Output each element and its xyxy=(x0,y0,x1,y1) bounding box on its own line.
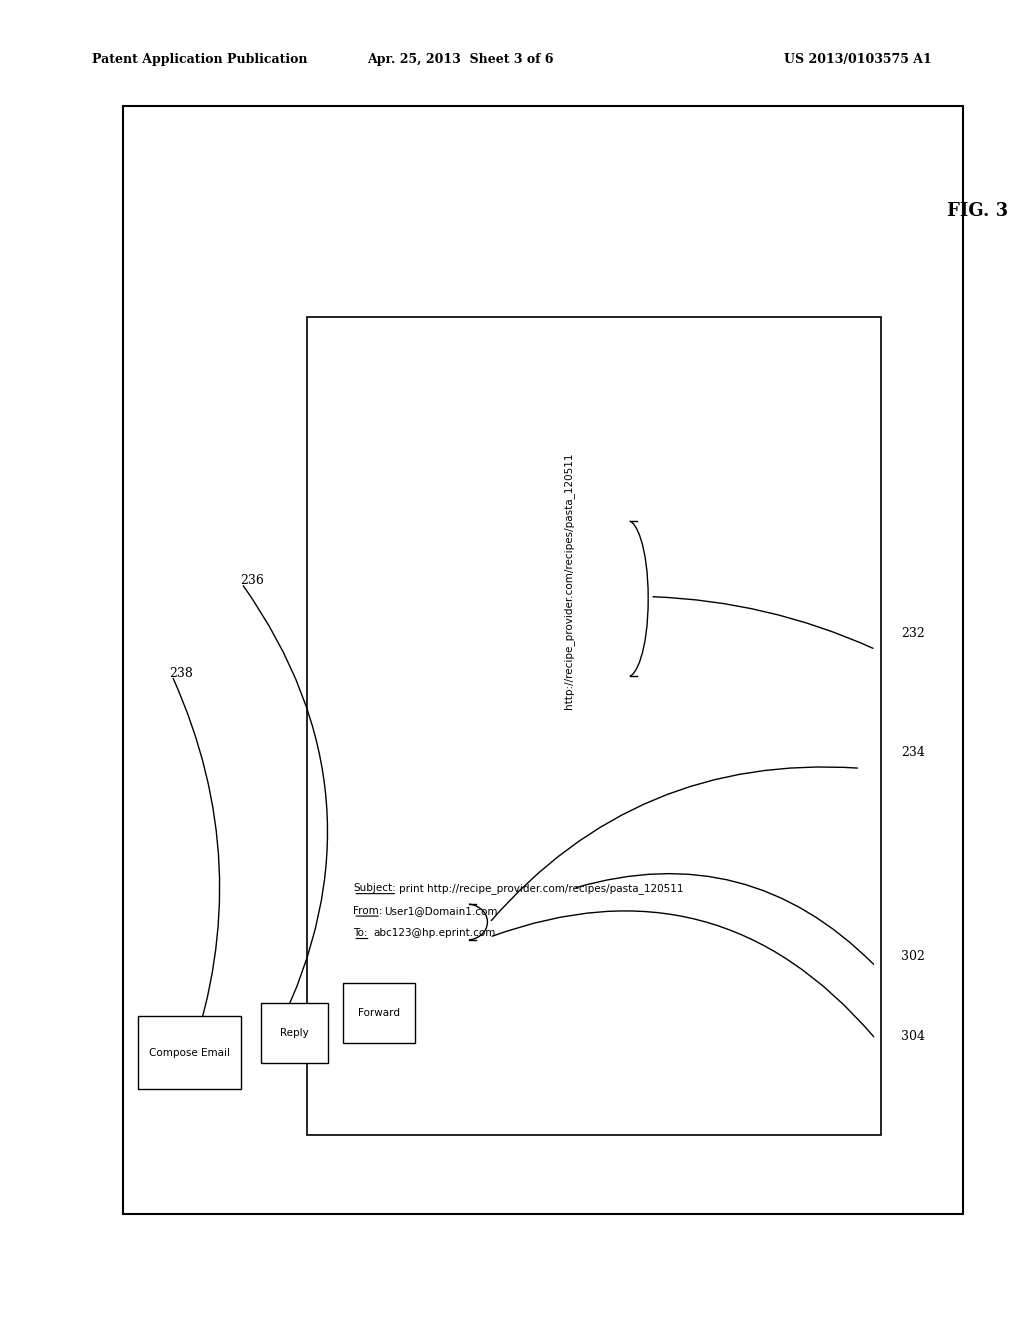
Text: US 2013/0103575 A1: US 2013/0103575 A1 xyxy=(784,53,932,66)
Text: http://recipe_provider.com/recipes/pasta_120511: http://recipe_provider.com/recipes/pasta… xyxy=(563,453,573,709)
FancyBboxPatch shape xyxy=(307,317,881,1135)
Text: Compose Email: Compose Email xyxy=(148,1048,230,1057)
FancyBboxPatch shape xyxy=(343,983,415,1043)
Text: Forward: Forward xyxy=(357,1008,400,1018)
Text: 302: 302 xyxy=(901,950,925,964)
Text: Apr. 25, 2013  Sheet 3 of 6: Apr. 25, 2013 Sheet 3 of 6 xyxy=(368,53,554,66)
Text: Reply: Reply xyxy=(280,1028,309,1038)
Text: 236: 236 xyxy=(241,574,264,587)
Text: User1@Domain1.com: User1@Domain1.com xyxy=(384,906,498,916)
Text: 232: 232 xyxy=(901,627,925,640)
Text: Subject:: Subject: xyxy=(353,883,396,894)
Text: FIG. 3: FIG. 3 xyxy=(947,202,1009,220)
FancyBboxPatch shape xyxy=(261,1003,328,1063)
Text: 234: 234 xyxy=(901,746,925,759)
Text: 304: 304 xyxy=(901,1030,925,1043)
Text: print http://recipe_provider.com/recipes/pasta_120511: print http://recipe_provider.com/recipes… xyxy=(399,883,684,894)
FancyBboxPatch shape xyxy=(138,1016,241,1089)
Text: Patent Application Publication: Patent Application Publication xyxy=(92,53,307,66)
Text: From:: From: xyxy=(353,906,383,916)
Text: To:: To: xyxy=(353,928,368,939)
Text: 238: 238 xyxy=(169,667,193,680)
FancyBboxPatch shape xyxy=(123,106,963,1214)
Text: abc123@hp.eprint.com: abc123@hp.eprint.com xyxy=(374,928,497,939)
